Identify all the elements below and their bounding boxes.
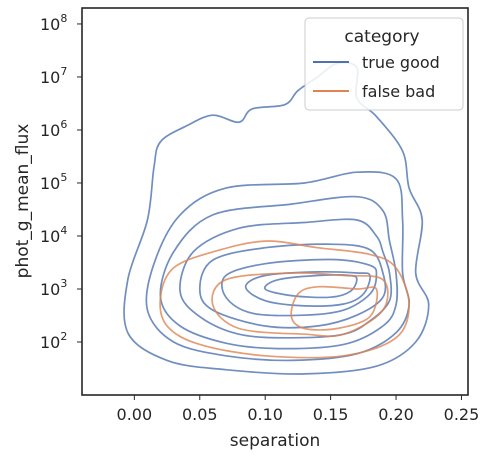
legend-title: category xyxy=(344,27,419,47)
y-tick-label: 108 xyxy=(40,12,67,34)
y-axis-label: phot_g_mean_flux xyxy=(13,124,33,279)
contour-true-good-level-2 xyxy=(145,170,411,362)
x-tick-label: 0.15 xyxy=(313,405,349,424)
x-tick-label: 0.00 xyxy=(117,405,153,424)
plot-frame xyxy=(81,7,469,396)
x-tick-label: 0.20 xyxy=(378,405,414,424)
legend-label-false-bad: false bad xyxy=(362,82,435,101)
x-tick-label: 0.05 xyxy=(182,405,218,424)
x-tick-label: 0.25 xyxy=(444,405,480,424)
y-tick-label: 106 xyxy=(40,118,67,140)
contour-true-good-level-8 xyxy=(263,274,358,299)
y-tick-label: 107 xyxy=(40,65,67,87)
contour-true-good-level-6 xyxy=(221,258,378,317)
x-axis-ticks: 0.00 0.05 0.10 0.15 0.20 0.25 xyxy=(117,395,480,424)
contour-false-bad-level-2 xyxy=(211,272,389,338)
contour-true-good-level-5 xyxy=(198,243,387,329)
legend: category true good false bad xyxy=(304,17,464,111)
x-tick-label: 0.10 xyxy=(247,405,283,424)
y-axis-ticks: 102 103 104 105 106 107 108 xyxy=(40,12,82,352)
legend-box xyxy=(304,17,464,111)
legend-label-true-good: true good xyxy=(362,53,440,72)
contour-false-bad-level-1 xyxy=(159,240,410,359)
y-tick-label: 102 xyxy=(40,330,67,352)
y-tick-label: 104 xyxy=(40,224,67,246)
x-axis-label: separation xyxy=(230,431,321,451)
y-tick-label: 103 xyxy=(40,277,67,299)
contour-false-bad-level-3 xyxy=(290,285,379,331)
y-tick-label: 105 xyxy=(40,171,67,193)
contour-true-good-level-7 xyxy=(244,270,371,307)
